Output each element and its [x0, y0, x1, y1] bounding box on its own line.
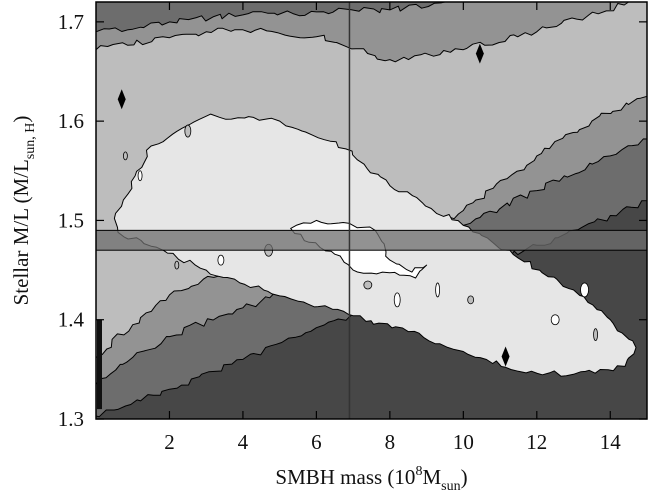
x-tick-label: 2 — [164, 430, 175, 454]
shaded-band — [95, 229, 648, 251]
contour-island — [122, 151, 128, 161]
peak-marker — [501, 346, 510, 367]
contour-fills — [96, 2, 647, 419]
shaded-band-layer — [95, 229, 648, 251]
contour-island — [363, 280, 373, 290]
y-tick-label: 1.3 — [58, 407, 84, 431]
x-tick-label: 12 — [526, 430, 547, 454]
contour-island — [393, 292, 401, 308]
x-tick-label: 4 — [238, 430, 249, 454]
contour-island — [217, 254, 225, 266]
contour-island — [580, 282, 589, 298]
x-tick-label: 10 — [453, 430, 474, 454]
peak-marker — [475, 43, 484, 64]
y-tick-label: 1.7 — [58, 10, 84, 34]
y-tick-label: 1.4 — [58, 308, 85, 332]
contour-island — [184, 124, 192, 138]
peak-marker — [117, 89, 126, 110]
contour-island — [174, 260, 180, 270]
y-axis-title: Stellar M/L (M/Lsun, H) — [9, 116, 38, 306]
plot-frame — [95, 1, 648, 420]
contour-island — [467, 295, 475, 305]
y-tick-label: 1.5 — [58, 208, 84, 232]
y-axis: 1.3 1.4 1.5 1.6 1.7 — [58, 10, 647, 431]
x-tick-label: 14 — [600, 430, 622, 454]
x-axis: 2 4 6 8 10 12 14 — [164, 2, 621, 454]
x-axis-title: SMBH mass (108Msun) — [275, 464, 467, 494]
peak-markers — [97, 43, 510, 410]
contour-island — [593, 328, 598, 342]
contour-island — [137, 170, 143, 182]
contour-island — [550, 314, 560, 326]
y-tick-label: 1.6 — [58, 109, 84, 133]
x-tick-label: 8 — [385, 430, 396, 454]
contour-island — [435, 282, 441, 298]
edge-marker — [97, 319, 102, 410]
x-tick-label: 6 — [311, 430, 322, 454]
